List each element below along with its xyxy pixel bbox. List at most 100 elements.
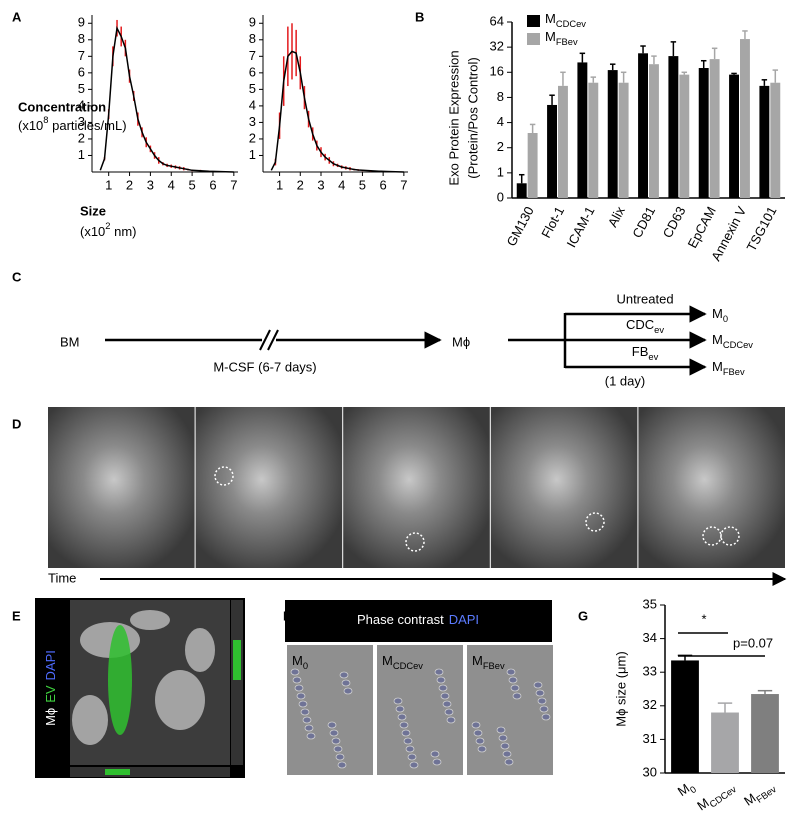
x-tick-label: 7	[400, 177, 407, 192]
bar	[588, 82, 599, 198]
image-label: M0	[292, 653, 308, 671]
branch-label: FBev	[632, 344, 659, 362]
cell	[292, 676, 302, 684]
bar	[679, 74, 690, 198]
y-tick-label: 35	[643, 596, 657, 611]
cell	[473, 729, 483, 737]
y-tick-label: 7	[78, 48, 85, 63]
y-tick-label: 30	[643, 764, 657, 779]
y-axis-unit-part: 8	[43, 115, 48, 125]
bar	[649, 64, 659, 198]
annotation: p=0.07	[733, 635, 773, 650]
stain-label: Mϕ EV DAPI	[43, 650, 58, 726]
cell	[343, 687, 353, 695]
micrograph	[638, 407, 785, 568]
x-tick-label: 2	[297, 177, 304, 192]
cell	[333, 745, 343, 753]
header-part: DAPI	[449, 612, 479, 627]
line	[270, 50, 404, 173]
stain-part: Mϕ	[43, 708, 58, 726]
cell	[446, 716, 456, 724]
y-tick-label: 1	[78, 147, 85, 162]
step-label: M-CSF (6-7 days)	[213, 359, 316, 374]
cell	[434, 668, 444, 676]
legend-label-part: FBev	[556, 37, 578, 47]
y-axis-label: Mϕ size (μm)	[613, 651, 628, 726]
stain-part: EV	[43, 685, 58, 703]
legend-label-part: CDCev	[556, 19, 586, 29]
cell	[502, 750, 512, 758]
result-label-part: M	[712, 332, 723, 347]
y-axis-unit: (x108 particles/mL)	[18, 115, 127, 133]
x-tick-label: M0	[675, 778, 698, 802]
x-tick-label: CD81	[629, 204, 658, 240]
y-tick-label: 8	[78, 31, 85, 46]
cell	[405, 745, 415, 753]
cell	[300, 708, 310, 716]
image-label-part: 0	[303, 661, 308, 671]
branch-label-part: ev	[654, 325, 664, 335]
x-axis-unit-part: nm)	[111, 224, 137, 239]
y-tick-label: 8	[249, 31, 256, 46]
y-tick-label: 5	[249, 81, 256, 96]
image-label-part: FBev	[483, 661, 505, 671]
x-tick-label: EpCAM	[685, 204, 719, 251]
cell	[72, 695, 108, 745]
x-tick-label: 7	[230, 177, 237, 192]
micrograph	[343, 407, 490, 568]
break	[262, 330, 276, 350]
bar	[698, 68, 709, 199]
cell	[294, 684, 304, 692]
y-axis-label: Concentration	[18, 99, 106, 114]
cell	[395, 705, 405, 713]
cell	[533, 681, 543, 689]
header-bar	[285, 600, 552, 642]
x-tick-label: 5	[188, 177, 195, 192]
cell	[185, 628, 215, 672]
y-tick-label: 3	[78, 114, 85, 129]
cell	[306, 732, 316, 740]
x-tick-label: 6	[380, 177, 387, 192]
cell	[442, 700, 452, 708]
axis-label: Time	[48, 570, 76, 585]
image-label: MFBev	[472, 653, 505, 671]
y-tick-label: 7	[249, 48, 256, 63]
cell	[409, 761, 419, 769]
cell	[510, 684, 520, 692]
result-label: M0	[712, 306, 728, 324]
cell	[508, 676, 518, 684]
y-tick-label: 4	[249, 97, 256, 112]
annotation: *	[701, 611, 706, 626]
x-tick-label: 4	[338, 177, 345, 192]
bar	[709, 59, 720, 198]
panel-label: A	[12, 9, 22, 24]
bottom-view	[70, 767, 230, 777]
cell	[399, 721, 409, 729]
result-label: MCDCev	[712, 332, 753, 350]
cell	[500, 742, 510, 750]
micrograph	[195, 407, 343, 568]
x-tick-label: 6	[209, 177, 216, 192]
header-part: Phase contrast	[357, 612, 444, 627]
image-label-part: M	[382, 653, 393, 668]
cell	[498, 734, 508, 742]
cell	[341, 679, 351, 687]
panel-label: D	[12, 416, 21, 431]
cell	[298, 700, 308, 708]
bar	[751, 694, 779, 773]
cell	[440, 692, 450, 700]
x-axis-unit: (x102 nm)	[80, 221, 137, 239]
legend-swatch	[527, 15, 540, 27]
x-tick-label: 3	[147, 177, 154, 192]
result-label-part: M	[712, 359, 723, 374]
cell	[535, 689, 545, 697]
y-tick-label: 32	[643, 697, 657, 712]
cell	[304, 724, 314, 732]
x-tick-label: CD63	[660, 204, 689, 240]
break-mark	[267, 329, 279, 351]
panel-label: G	[578, 608, 588, 623]
cell	[539, 705, 549, 713]
cell	[436, 676, 446, 684]
bar	[577, 62, 588, 198]
cell	[401, 729, 411, 737]
